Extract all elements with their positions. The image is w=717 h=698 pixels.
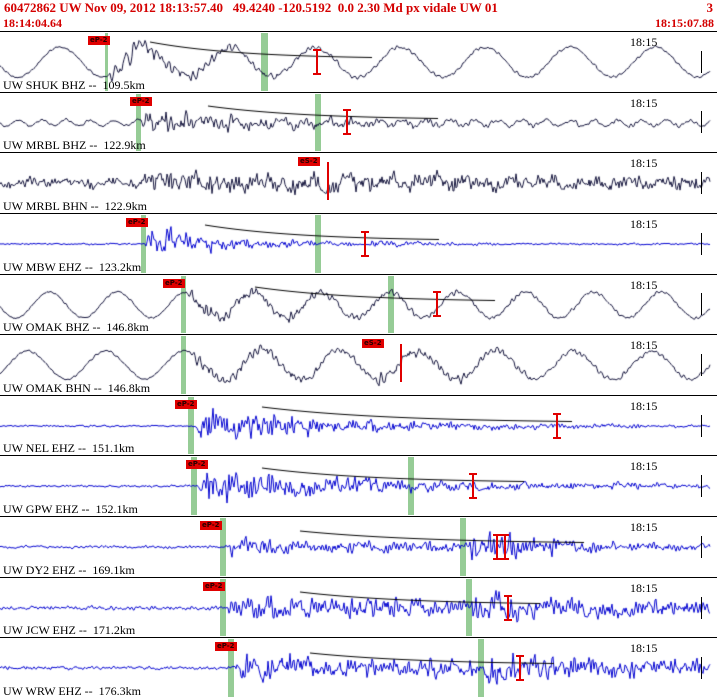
trace-end-marker [701,172,702,195]
window-end-time: 18:15:07.88 [655,16,714,30]
waveform-canvas[interactable] [0,32,717,92]
trace-row: eP-2 UW JCW EHZ -- 171.2km 18:15 [0,576,717,638]
time-tick-label: 18:15 [630,398,658,413]
time-tick-label: 18:15 [630,520,658,535]
station-label: UW MRBL BHN -- 122.9km [3,198,147,213]
waveform-canvas[interactable] [0,395,717,456]
time-range-line: 18:14:04.64 18:15:07.88 [0,16,717,31]
trace-end-marker [701,354,702,377]
time-tick-label: 18:15 [630,156,658,171]
s-pick-label[interactable]: eS-2 [298,157,320,167]
time-tick-label: 18:15 [630,580,658,595]
p-pick-label[interactable]: eP-2 [186,460,208,470]
s-pick-tick[interactable] [553,412,561,439]
p-pick-label[interactable]: eP-2 [126,217,148,227]
p-pick-label[interactable]: eP-2 [163,278,185,288]
time-tick-label: 18:15 [630,338,658,353]
trace-row: eP-2 UW MBW EHZ -- 123.2km 18:15 [0,212,717,274]
s-pick-tick[interactable] [343,109,351,136]
trace-row: eP-2 UW WRW EHZ -- 176.3km 18:15 [0,637,717,698]
p-pick-label[interactable]: eP-2 [175,399,197,409]
time-tick-label: 18:15 [630,95,658,110]
time-tick-label: 18:15 [630,277,658,292]
s-pick-line[interactable] [327,162,329,201]
s-pick-tick[interactable] [501,533,509,560]
station-label: UW NEL EHZ -- 151.1km [3,441,135,456]
station-label: UW GPW EHZ -- 152.1km [3,502,138,517]
time-tick-label: 18:15 [630,459,658,474]
p-pick-label[interactable]: eP-2 [200,521,222,531]
waveform-canvas[interactable] [0,456,717,517]
event-header: 60472862 UW Nov 09, 2012 18:13:57.40 49.… [0,0,717,31]
s-pick-line[interactable] [400,344,402,383]
trace-row: eP-2 UW MRBL BHZ -- 122.9km 18:15 [0,91,717,153]
s-pick-tick[interactable] [469,473,477,500]
time-tick-label: 18:15 [630,641,658,656]
trace-row: eP-2 UW DY2 EHZ -- 169.1km 18:15 [0,516,717,577]
s-pick-tick[interactable] [433,291,441,318]
p-pick-label[interactable]: eP-2 [215,642,237,652]
trace-row: eP-2 UW OMAK BHZ -- 146.8km 18:15 [0,273,717,335]
trace-row: eP-2 UW NEL EHZ -- 151.1km 18:15 [0,394,717,456]
p-pick-label[interactable]: eP-2 [88,36,110,45]
station-label: UW DY2 EHZ -- 169.1km [3,562,135,577]
waveform-canvas[interactable] [0,92,717,153]
trace-end-marker [701,111,702,134]
trace-end-marker [701,657,702,680]
s-pick-tick[interactable] [313,48,321,75]
station-label: UW WRW EHZ -- 176.3km [3,684,141,698]
event-summary-line: 60472862 UW Nov 09, 2012 18:13:57.40 49.… [0,0,717,16]
station-label: UW OMAK BHN -- 146.8km [3,380,151,395]
s-pick-tick[interactable] [504,594,512,621]
waveform-canvas[interactable] [0,335,717,395]
trace-end-marker [701,232,702,255]
station-label: UW MBW EHZ -- 123.2km [3,259,142,274]
waveform-canvas[interactable] [0,213,717,274]
trace-count: 3 [706,0,714,15]
time-tick-label: 18:15 [630,216,658,231]
station-label: UW OMAK BHZ -- 146.8km [3,320,149,335]
s-pick-tick[interactable] [493,533,501,560]
waveform-canvas[interactable] [0,153,717,213]
station-label: UW JCW EHZ -- 171.2km [3,623,136,638]
p-pick-label[interactable]: eP-2 [203,581,225,591]
waveform-canvas[interactable] [0,638,717,698]
trace-row: eP-2 UW SHUK BHZ -- 109.5km 18:15 [0,31,717,92]
trace-list: eP-2 UW SHUK BHZ -- 109.5km 18:15 eP-2 UW MR… [0,31,717,698]
s-pick-label[interactable]: eS-2 [362,339,384,349]
trace-row: eS-2 UW MRBL BHN -- 122.9km 18:15 [0,152,717,213]
time-tick-label: 18:15 [630,35,658,49]
trace-end-marker [701,535,702,558]
station-label: UW SHUK BHZ -- 109.5km [3,77,145,92]
station-label: UW MRBL BHZ -- 122.9km [3,138,146,153]
s-pick-tick[interactable] [361,230,369,257]
waveform-canvas[interactable] [0,517,717,577]
s-pick-tick[interactable] [516,655,524,682]
waveform-canvas[interactable] [0,274,717,335]
trace-end-marker [701,50,702,73]
trace-end-marker [701,475,702,498]
trace-row: eP-2 UW GPW EHZ -- 152.1km 18:15 [0,455,717,517]
trace-row: eS-2 UW OMAK BHN -- 146.8km 18:15 [0,334,717,395]
waveform-canvas[interactable] [0,577,717,638]
event-summary-text: 60472862 UW Nov 09, 2012 18:13:57.40 49.… [4,0,498,15]
trace-end-marker [701,293,702,316]
trace-end-marker [701,596,702,619]
p-pick-label[interactable]: eP-2 [130,96,152,106]
trace-end-marker [701,414,702,437]
window-start-time: 18:14:04.64 [3,16,62,30]
